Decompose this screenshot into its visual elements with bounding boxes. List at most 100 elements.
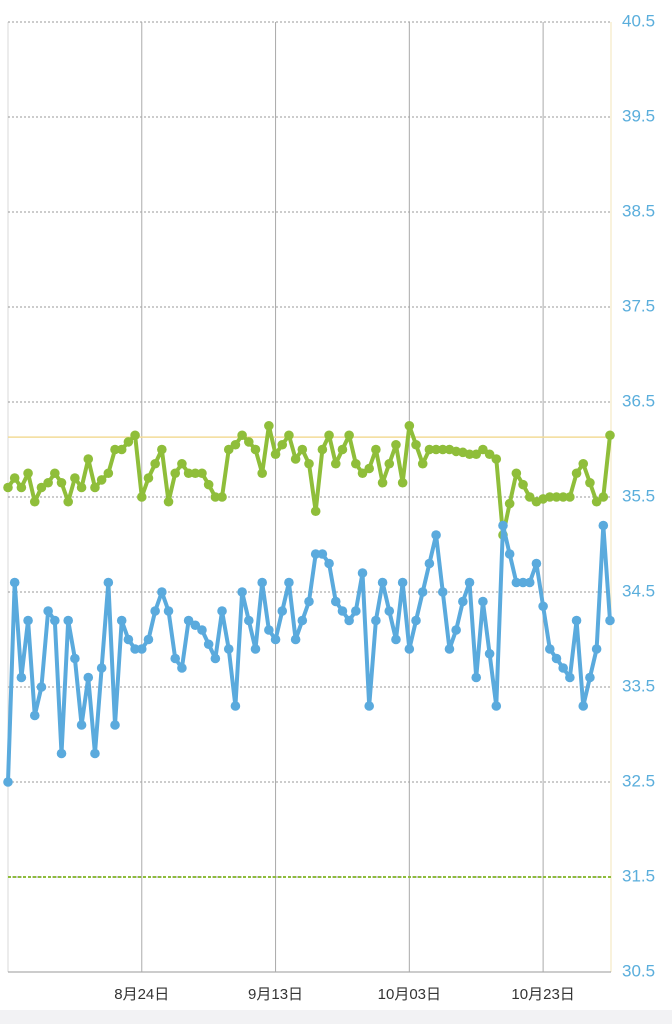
data-point [471, 672, 482, 683]
data-point [177, 458, 187, 469]
data-point [123, 437, 134, 447]
data-point [83, 454, 94, 464]
data-point [511, 577, 522, 588]
data-point [357, 468, 368, 479]
data-point [90, 748, 100, 759]
y-tick-label: 38.5 [622, 201, 655, 220]
y-tick-label: 37.5 [622, 296, 655, 315]
data-point [551, 653, 562, 664]
data-point [130, 644, 140, 654]
data-point [518, 479, 528, 490]
data-point [116, 444, 127, 455]
data-point [277, 439, 288, 450]
data-point [50, 468, 60, 479]
y-tick-label: 35.5 [622, 486, 655, 505]
data-point [558, 663, 568, 673]
data-point [29, 496, 40, 507]
data-point [417, 587, 428, 597]
data-point [424, 444, 435, 455]
y-tick-label: 31.5 [622, 866, 655, 885]
y-tick-label: 34.5 [622, 581, 655, 600]
x-tick-label: 8月24日 [114, 986, 169, 1003]
data-point [524, 492, 535, 502]
data-point [518, 577, 528, 588]
data-point [90, 482, 100, 493]
data-point [297, 615, 308, 626]
data-point [337, 444, 348, 455]
data-point [531, 558, 542, 569]
data-point [304, 596, 314, 607]
data-point [344, 615, 354, 626]
data-point [56, 748, 67, 759]
data-point [96, 663, 107, 673]
y-tick-label: 32.5 [622, 771, 655, 790]
data-point [330, 596, 341, 607]
data-point [96, 475, 107, 485]
data-point [504, 549, 515, 559]
data-point [230, 439, 241, 450]
data-point [585, 477, 595, 488]
data-point [565, 492, 575, 502]
data-point [605, 430, 615, 441]
data-point [76, 482, 87, 493]
data-point [210, 492, 221, 502]
x-tick-label: 10月23日 [511, 986, 574, 1003]
data-point [264, 420, 274, 431]
data-point [484, 648, 495, 659]
data-point [545, 644, 555, 654]
data-point [284, 577, 294, 588]
data-point [143, 473, 154, 483]
data-point [397, 577, 408, 588]
data-point [284, 430, 294, 441]
data-point [197, 625, 207, 635]
data-point [63, 496, 73, 507]
data-point [143, 634, 154, 645]
data-point [23, 468, 33, 479]
data-point [177, 663, 187, 673]
data-point [250, 644, 261, 654]
data-point [223, 444, 234, 455]
data-point [545, 492, 555, 502]
y-tick-label: 36.5 [622, 391, 655, 410]
data-point [504, 498, 515, 509]
data-point [297, 444, 308, 455]
data-point [76, 720, 87, 730]
data-point [464, 577, 475, 588]
data-point [163, 496, 174, 507]
data-point [83, 672, 94, 683]
data-point [598, 492, 609, 502]
data-point [578, 701, 589, 711]
data-point [190, 620, 201, 631]
data-point [324, 558, 334, 569]
data-point [3, 482, 13, 493]
data-point [250, 444, 261, 455]
data-point [36, 682, 47, 692]
data-point [371, 444, 381, 455]
x-tick-label: 10月03日 [378, 986, 441, 1003]
data-point [411, 439, 421, 450]
data-point [70, 473, 80, 483]
x-tick-label: 9月13日 [248, 986, 303, 1003]
data-point [391, 634, 401, 645]
data-point [357, 568, 368, 578]
data-point [217, 492, 227, 502]
data-point [257, 577, 267, 588]
data-point [163, 606, 174, 616]
data-point [123, 634, 134, 645]
data-point [43, 477, 53, 488]
data-point [237, 587, 247, 597]
data-point [458, 596, 468, 607]
data-point [16, 672, 27, 683]
data-point [290, 454, 301, 464]
data-point [103, 577, 114, 588]
data-point [324, 430, 334, 441]
data-point [116, 615, 127, 626]
data-point [491, 701, 502, 711]
data-point [310, 549, 321, 559]
y-tick-label: 30.5 [622, 961, 655, 980]
data-point [444, 644, 455, 654]
data-point [56, 477, 67, 488]
data-point [337, 606, 348, 616]
data-point [136, 492, 147, 502]
data-point [484, 449, 495, 460]
